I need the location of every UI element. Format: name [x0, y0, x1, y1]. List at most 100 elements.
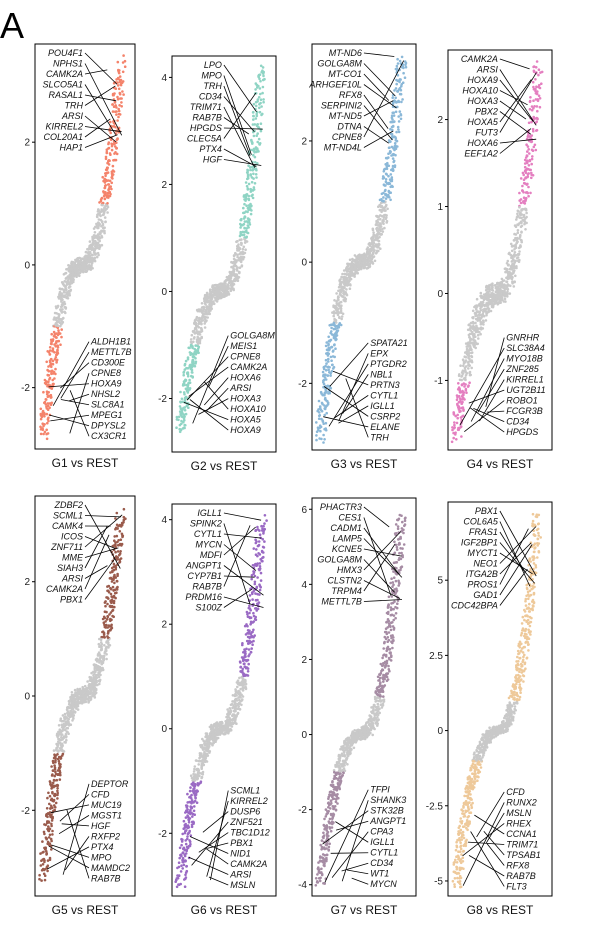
data-point [537, 68, 541, 71]
data-point [249, 202, 252, 206]
data-point [93, 253, 97, 256]
data-point [534, 66, 538, 69]
data-point [52, 370, 56, 374]
data-point [524, 176, 527, 180]
data-point [382, 176, 386, 179]
gene-label: CD34 [506, 417, 529, 427]
data-point [58, 732, 61, 736]
data-point [479, 322, 483, 326]
data-point [508, 277, 511, 280]
data-point [98, 231, 102, 234]
data-point [487, 284, 491, 287]
data-point [519, 225, 523, 229]
data-point [43, 430, 47, 434]
data-point [194, 322, 198, 325]
data-point [247, 197, 251, 201]
data-point [113, 535, 116, 538]
data-point [53, 358, 57, 361]
data-point [82, 690, 86, 693]
y-tick-label: 2 [301, 136, 307, 147]
data-point [361, 253, 364, 257]
data-point [110, 176, 113, 179]
data-point [503, 287, 507, 291]
data-point [324, 344, 328, 348]
data-point [372, 241, 375, 244]
data-point [461, 369, 465, 373]
data-point [385, 167, 389, 171]
data-point [118, 558, 122, 561]
data-point [189, 805, 192, 808]
data-point [122, 54, 125, 57]
data-point [97, 653, 101, 657]
data-point [464, 365, 468, 368]
gene-label: FCGR3B [506, 406, 543, 416]
data-point [246, 206, 250, 210]
data-point [106, 596, 109, 599]
data-point [315, 421, 318, 424]
gene-label: ICOS [61, 532, 83, 542]
data-point [50, 387, 54, 390]
data-point [187, 346, 190, 350]
data-point [45, 360, 48, 364]
leader-line [84, 536, 116, 549]
data-point [343, 272, 347, 276]
data-point [51, 378, 54, 382]
data-point [46, 402, 50, 405]
data-point [122, 507, 126, 511]
data-point [199, 326, 203, 330]
data-point [390, 176, 394, 179]
y-tick-label: 1 [437, 202, 443, 213]
data-point [66, 297, 70, 300]
data-point [62, 727, 65, 730]
data-point [374, 236, 378, 240]
data-point [208, 312, 211, 316]
gene-label: MYO18B [506, 354, 543, 364]
data-point [175, 415, 179, 419]
data-point [464, 355, 468, 359]
gene-label: ARSI [61, 574, 84, 584]
panel-frame [171, 55, 277, 453]
data-point [56, 349, 59, 353]
data-point [252, 110, 255, 114]
data-point [59, 719, 62, 722]
data-point [323, 413, 327, 417]
data-point [397, 120, 401, 123]
data-point [48, 794, 52, 798]
data-point [530, 176, 533, 180]
data-point [185, 864, 188, 868]
data-point [316, 428, 320, 432]
data-point [183, 408, 187, 412]
gene-label: DPYSL2 [91, 421, 126, 431]
data-point [238, 271, 241, 275]
data-point [106, 204, 109, 207]
data-point [400, 55, 404, 59]
data-point [318, 411, 321, 414]
data-point [514, 225, 518, 228]
data-point [518, 191, 521, 195]
data-point [101, 668, 105, 671]
data-point [371, 260, 374, 264]
data-point [91, 259, 95, 263]
data-point [90, 264, 93, 267]
data-point [48, 346, 52, 349]
data-point [519, 233, 522, 237]
data-point [493, 295, 496, 299]
data-point [332, 321, 336, 325]
data-point [516, 214, 520, 218]
data-point [55, 332, 58, 335]
data-point [191, 358, 195, 362]
gene-label: HPGDS [190, 123, 222, 133]
data-point [192, 787, 195, 791]
data-point [186, 824, 190, 827]
data-point [470, 338, 474, 341]
data-point [58, 290, 62, 294]
data-point [62, 750, 66, 753]
data-point [186, 371, 189, 375]
data-point [45, 392, 49, 396]
data-point [52, 761, 55, 765]
data-point [531, 155, 534, 158]
data-point [485, 292, 488, 296]
data-point [120, 101, 123, 104]
data-point [335, 306, 338, 309]
data-point [518, 222, 521, 225]
